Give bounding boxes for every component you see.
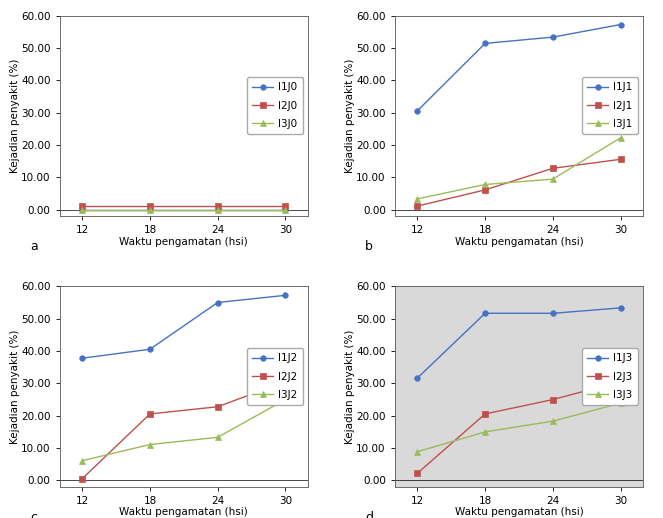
I1J0 [281,207,289,213]
I2J3 [481,411,489,417]
Line: I2J2: I2J2 [80,379,288,481]
I1J0 [78,207,86,213]
I2J2 [213,404,221,410]
I3J2 [146,441,154,448]
Line: I2J0: I2J0 [80,203,288,209]
Line: I2J1: I2J1 [414,156,623,209]
Legend: I1J3, I2J3, I3J3: I1J3, I2J3, I3J3 [582,348,638,405]
I2J2 [281,379,289,385]
I3J0 [281,207,289,213]
X-axis label: Waktu pengamatan (hsi): Waktu pengamatan (hsi) [455,237,583,247]
I3J2 [213,434,221,440]
Legend: I1J2, I2J2, I3J2: I1J2, I2J2, I3J2 [247,348,303,405]
Line: I1J3: I1J3 [414,305,623,381]
I3J0 [213,207,221,213]
I2J1 [549,165,557,171]
I1J1 [414,108,422,114]
I1J2 [78,355,86,362]
I3J3 [617,400,625,406]
Text: a: a [30,240,38,253]
X-axis label: Waktu pengamatan (hsi): Waktu pengamatan (hsi) [119,507,248,517]
I1J1 [617,21,625,27]
Y-axis label: Kejadian penyakit (%): Kejadian penyakit (%) [10,329,20,444]
I1J0 [213,207,221,213]
I1J2 [281,292,289,298]
I1J0 [146,207,154,213]
I1J2 [213,299,221,306]
I2J0 [146,203,154,209]
Text: b: b [365,240,373,253]
Y-axis label: Kejadian penyakit (%): Kejadian penyakit (%) [345,59,355,173]
I2J1 [617,156,625,163]
Text: d: d [365,511,373,518]
Line: I1J0: I1J0 [80,207,288,212]
I1J3 [414,375,422,381]
Line: I2J3: I2J3 [414,379,623,476]
I3J3 [414,449,422,455]
Legend: I1J0, I2J0, I3J0: I1J0, I2J0, I3J0 [247,77,303,134]
I2J0 [78,203,86,209]
Y-axis label: Kejadian penyakit (%): Kejadian penyakit (%) [10,59,20,173]
I3J0 [78,207,86,213]
Legend: I1J1, I2J1, I3J1: I1J1, I2J1, I3J1 [582,77,638,134]
I1J2 [146,346,154,352]
I3J1 [617,135,625,141]
I3J2 [78,457,86,464]
X-axis label: Waktu pengamatan (hsi): Waktu pengamatan (hsi) [455,507,583,517]
I1J1 [481,40,489,47]
I3J1 [414,196,422,202]
I3J2 [281,396,289,402]
X-axis label: Waktu pengamatan (hsi): Waktu pengamatan (hsi) [119,237,248,247]
I3J0 [146,207,154,213]
Line: I3J1: I3J1 [414,135,623,202]
Y-axis label: Kejadian penyakit (%): Kejadian penyakit (%) [345,329,355,444]
I2J1 [481,187,489,193]
I1J1 [549,34,557,40]
I3J1 [481,181,489,188]
I2J0 [281,203,289,209]
I2J3 [617,379,625,385]
Text: c: c [30,511,37,518]
I2J1 [414,203,422,209]
Line: I3J3: I3J3 [414,400,623,454]
I3J3 [549,418,557,424]
I2J2 [78,476,86,482]
Line: I1J2: I1J2 [80,293,288,361]
I1J3 [481,310,489,316]
I2J3 [549,396,557,402]
I2J3 [414,470,422,477]
Line: I3J2: I3J2 [80,397,288,464]
Line: I1J1: I1J1 [414,22,623,113]
I2J2 [146,411,154,417]
Line: I3J0: I3J0 [80,207,288,212]
I3J1 [549,176,557,182]
I3J3 [481,429,489,435]
I1J3 [617,305,625,311]
I2J0 [213,203,221,209]
I1J3 [549,310,557,316]
